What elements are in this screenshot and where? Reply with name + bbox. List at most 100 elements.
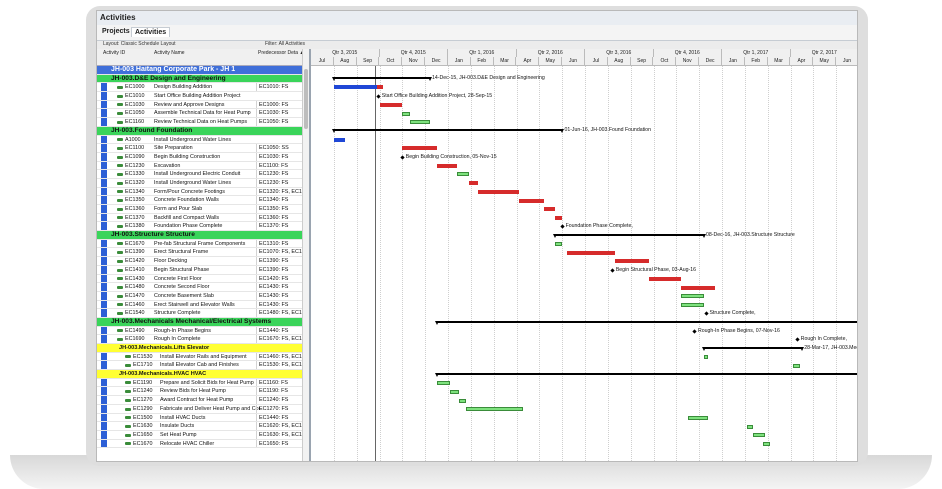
project-row[interactable]: JH-003 Haitang Corporate Park - JH 1 <box>97 66 309 75</box>
activity-row[interactable]: EC1530 Install Elevator Rails and Equipme… <box>97 352 309 362</box>
activity-bar[interactable] <box>747 424 753 429</box>
activity-row[interactable]: EC1490 Rough-In Phase Begins EC1440: FS <box>97 326 309 336</box>
activity-bar[interactable] <box>555 215 563 220</box>
activity-bar[interactable] <box>614 259 649 264</box>
activity-row[interactable]: EC1360 Form and Pour Slab EC1350: FS <box>97 205 309 214</box>
column-predecessor-details[interactable]: Predecessor Deta ▲ <box>258 50 305 56</box>
activity-row[interactable]: EC1190 Prepare and Solicit Bids for Heat … <box>97 378 309 388</box>
activity-bar[interactable] <box>410 120 430 125</box>
wbs-row[interactable]: JH-003.D&E Design and Engineering <box>97 74 309 84</box>
summary-bar[interactable] <box>333 129 563 132</box>
activity-bar[interactable] <box>436 381 451 386</box>
activity-row[interactable]: EC1100 Site Preparation EC1050: SS <box>97 144 309 153</box>
activity-row[interactable]: EC1420 Floor Decking EC1390: FS <box>97 257 309 266</box>
activity-row[interactable]: EC1710 Install Elevator Cab and Finishes E… <box>97 361 309 371</box>
activity-row[interactable]: EC1330 Install Underground Electric Condu… <box>97 170 309 179</box>
activity-row[interactable]: EC1690 Rough In Complete EC1670: FS, EC16 <box>97 335 309 344</box>
tab-activities[interactable]: Activities <box>131 27 171 37</box>
summary-bar[interactable] <box>333 77 430 80</box>
activity-bar[interactable] <box>703 355 709 360</box>
filter-selector[interactable]: Filter: All Activities <box>265 41 306 47</box>
layout-selector[interactable]: Layout: Classic Schedule Layout <box>103 41 176 47</box>
activity-bar[interactable] <box>436 163 458 168</box>
activity-row[interactable]: EC1500 Install HVAC Ducts EC1440: FS <box>97 413 309 423</box>
milestone-marker[interactable] <box>610 267 615 273</box>
activity-bar[interactable] <box>648 276 681 281</box>
activity-bar[interactable] <box>680 285 716 290</box>
activity-bar[interactable] <box>687 416 709 420</box>
activity-bar[interactable] <box>468 181 478 186</box>
summary-bar[interactable] <box>436 373 857 375</box>
activity-bar[interactable] <box>377 85 383 90</box>
activity-row[interactable]: EC1010 Start Office Building Addition Pro… <box>97 92 309 101</box>
milestone-marker[interactable] <box>703 311 709 316</box>
activity-bar[interactable] <box>457 172 469 177</box>
task-icon <box>117 155 123 159</box>
predecessor-details: EC1650: FS <box>256 439 305 448</box>
activity-row[interactable]: EC1030 Review and Approve Designs EC1000: … <box>97 100 309 110</box>
wbs-row[interactable]: JH-003.Mechanicals.HVAC HVAC <box>97 370 309 379</box>
activity-bar[interactable] <box>763 442 770 447</box>
activity-bar[interactable] <box>555 242 563 246</box>
activity-row[interactable]: EC1320 Install Underground Water Lines EC1… <box>97 178 309 188</box>
activity-row[interactable]: EC1390 Erect Structural Frame EC1070: FS, … <box>97 248 309 258</box>
activity-bar[interactable] <box>680 302 704 307</box>
milestone-marker[interactable] <box>692 328 697 334</box>
activity-row[interactable]: EC1670 Pre-fab Structural Frame Component… <box>97 239 309 249</box>
activity-row[interactable]: EC1470 Concrete Basement Slab EC1430: FS <box>97 291 309 301</box>
activity-row[interactable]: EC1370 Backfill and Compact Walls EC1360: … <box>97 213 309 223</box>
activity-bar[interactable] <box>333 137 346 142</box>
activity-bar[interactable] <box>792 363 800 368</box>
activity-row[interactable]: EC1630 Insulate Ducts EC1620: FS, EC1 <box>97 422 309 431</box>
task-icon <box>117 120 123 124</box>
summary-bar[interactable] <box>436 320 857 323</box>
activity-row[interactable]: EC1540 Structure Complete EC1480: FS, EC14 <box>97 309 309 318</box>
scrollbar-thumb[interactable] <box>304 69 308 129</box>
column-activity-id[interactable]: Activity ID <box>103 50 126 56</box>
column-activity-name[interactable]: Activity Name <box>154 50 185 56</box>
activity-row[interactable]: EC1230 Excavation EC1100: FS <box>97 161 309 171</box>
activity-bar[interactable] <box>518 198 544 203</box>
milestone-marker[interactable] <box>400 154 405 160</box>
predecessor-details: EC1340: FS <box>256 196 305 205</box>
activity-row[interactable]: EC1430 Concrete First Floor EC1420: FS <box>97 274 309 284</box>
activity-bar[interactable] <box>477 189 519 194</box>
activity-row[interactable]: EC1240 Review Bids for Heat Pump EC1190: F… <box>97 387 309 397</box>
activity-row[interactable]: EC1160 Review Technical Data on Heat Pump… <box>97 118 309 127</box>
activity-row[interactable]: EC1340 Form/Pour Concrete Footings EC1320:… <box>97 187 309 197</box>
activity-row[interactable]: EC1270 Award Contract for Heat Pump EC1240… <box>97 396 309 405</box>
activity-bar[interactable] <box>466 407 524 412</box>
activity-bar[interactable] <box>333 85 378 90</box>
milestone-marker[interactable] <box>560 224 565 229</box>
wbs-row[interactable]: JH-003.Mechanicals.Lifts Elevator <box>97 344 309 353</box>
activity-row[interactable]: EC1380 Foundation Phase Complete EC1370: F… <box>97 222 309 232</box>
tab-projects[interactable]: Projects <box>102 28 130 35</box>
activity-bar[interactable] <box>379 102 403 107</box>
activity-row[interactable]: EC1350 Concrete Foundation Walls EC1340: F… <box>97 196 309 205</box>
summary-bar[interactable] <box>555 233 704 236</box>
activity-row[interactable]: EC1410 Begin Structural Phase EC1390: FS <box>97 265 309 275</box>
table-scrollbar[interactable] <box>302 49 309 461</box>
wbs-row[interactable]: JH-003.Mechanicals Mechanical/Electrical… <box>97 317 309 327</box>
activity-row[interactable]: EC1480 Concrete Second Floor EC1430: FS <box>97 283 309 292</box>
activity-row[interactable]: EC1460 Erect Stairwell and Elevator Walls… <box>97 300 309 310</box>
activity-bar[interactable] <box>402 146 437 151</box>
activity-bar[interactable] <box>450 389 460 394</box>
activity-row[interactable]: A1000 Install Underground Water Lines <box>97 135 309 145</box>
activity-bar[interactable] <box>566 250 615 255</box>
activity-row[interactable]: EC1000 Design Building Addition EC1010: FS <box>97 83 309 93</box>
activity-bar[interactable] <box>543 207 556 212</box>
summary-bar[interactable] <box>703 346 802 349</box>
activity-bar[interactable] <box>402 111 411 116</box>
activity-row[interactable]: EC1050 Assemble Technical Data for Heat P… <box>97 109 309 119</box>
activity-bar[interactable] <box>752 433 766 438</box>
activity-row[interactable]: EC1670 Relocate HVAC Chiller EC1650: FS <box>97 439 309 449</box>
activity-row[interactable]: EC1090 Begin Building Construction EC1030:… <box>97 152 309 162</box>
activity-row[interactable]: EC1650 Set Heat Pump EC1630: FS, EC1 <box>97 430 309 440</box>
wbs-row[interactable]: JH-003.Found Foundation <box>97 126 309 136</box>
activity-row[interactable]: EC1290 Fabricate and Deliver Heat Pump an… <box>97 404 309 414</box>
milestone-marker[interactable] <box>795 337 800 342</box>
activity-bar[interactable] <box>459 398 467 403</box>
activity-bar[interactable] <box>680 294 704 299</box>
wbs-row[interactable]: JH-003.Structure Structure <box>97 231 309 240</box>
